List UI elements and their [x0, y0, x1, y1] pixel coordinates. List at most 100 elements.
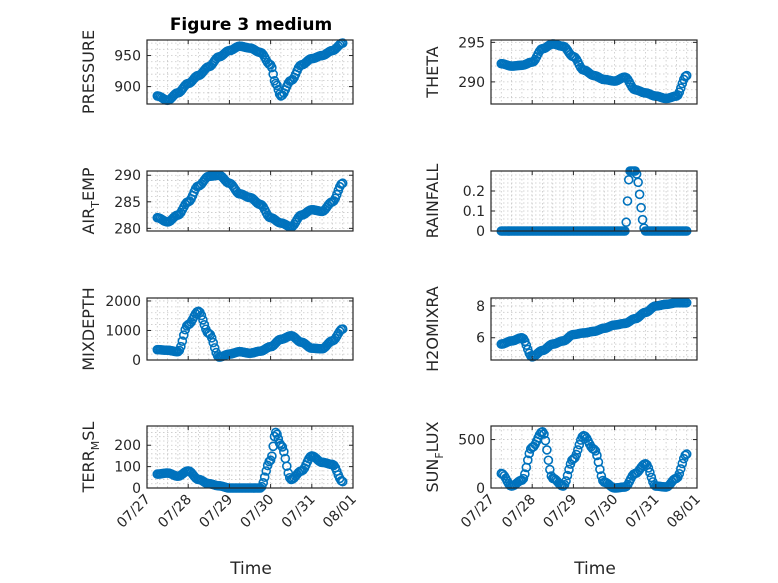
x-tick-label: 08/01 — [664, 492, 704, 532]
data-point — [287, 74, 298, 85]
data-point — [564, 464, 574, 475]
y-axis-label-0: PRESSURE — [79, 30, 98, 114]
data-point — [681, 297, 692, 308]
data-point — [590, 446, 601, 456]
data-point — [623, 174, 634, 185]
y-tick-label: 900 — [114, 80, 141, 96]
data-point — [681, 70, 692, 81]
data-point — [332, 189, 342, 200]
y-axis-label-7: SUNFLUX — [423, 421, 446, 492]
data-point — [645, 467, 655, 478]
data-point — [634, 189, 645, 200]
data-point — [259, 472, 270, 483]
y-axis-label-2: AIRTEMP — [79, 167, 102, 234]
data-point — [595, 464, 605, 475]
data-point — [674, 87, 685, 98]
y-tick-label: 0 — [476, 481, 485, 497]
y-tick-label: 0 — [132, 481, 141, 497]
x-tick-label: 07/28 — [155, 492, 195, 532]
y-axis-label-5: H2OMIXRA — [423, 286, 442, 372]
data-point — [633, 177, 643, 188]
plot-frame — [146, 170, 354, 232]
y-axis-label-3: RAINFALL — [423, 164, 442, 239]
data-point — [258, 477, 269, 488]
data-point — [674, 468, 685, 479]
subplot-pressure: 900 950 PRESSURE — [79, 30, 354, 114]
data-point — [636, 202, 646, 213]
y-tick-label: 295 — [458, 35, 485, 51]
y-tick-label: 0 — [132, 353, 141, 369]
data-point — [337, 324, 348, 334]
data-point — [543, 455, 554, 466]
plot-frame — [146, 425, 354, 489]
y-tick-label: 285 — [114, 195, 141, 211]
data-point — [542, 445, 552, 455]
y-tick-label: 2000 — [105, 294, 141, 310]
y-tick-label: 200 — [114, 438, 141, 454]
x-tick-label: 07/30 — [582, 492, 622, 532]
data-point — [540, 435, 551, 446]
plot-frame — [490, 39, 698, 105]
data-point — [277, 90, 288, 100]
data-point — [676, 464, 686, 474]
data-point — [184, 196, 195, 206]
data-point — [534, 429, 545, 440]
y-tick-label: 1000 — [105, 323, 141, 339]
data-point — [539, 429, 549, 439]
subplot-h2omixra: 6 8 H2OMIXRA — [423, 286, 698, 372]
plot-frame — [490, 170, 698, 232]
subplot-air-temp: 280 285 290 AIRTEMP — [79, 167, 354, 237]
data-point — [176, 341, 186, 352]
data-point — [571, 449, 582, 460]
data-point — [562, 470, 573, 481]
data-point — [337, 476, 348, 487]
y-tick-label: 6 — [476, 331, 485, 347]
data-point — [520, 469, 530, 479]
data-point — [208, 337, 219, 348]
x-tick-label: 07/28 — [499, 492, 539, 532]
data-point — [561, 476, 571, 486]
data-point — [261, 466, 271, 476]
data-point — [209, 343, 220, 353]
x-tick-label: 07/27 — [458, 492, 498, 532]
x-tick-label: 07/31 — [623, 492, 663, 532]
y-tick-label: 8 — [476, 299, 485, 315]
data-point — [198, 315, 208, 325]
data-point — [272, 429, 282, 440]
y-axis-label-4: MIXDEPTH — [79, 287, 98, 370]
data-point — [265, 455, 276, 466]
data-point — [681, 449, 692, 459]
y-tick-label: 0.2 — [463, 184, 485, 200]
data-point — [277, 442, 288, 452]
data-point — [558, 481, 568, 491]
y-tick-label: 0.1 — [463, 204, 485, 220]
y-tick-label: 280 — [114, 221, 141, 237]
data-point — [676, 83, 686, 93]
data-point — [268, 69, 278, 79]
data-point — [264, 456, 274, 467]
data-point — [622, 196, 633, 206]
subplot-terr-msl: 0 100 200 07/27 07/28 07/29 07/30 07/31 08/01 TER… — [79, 422, 360, 532]
data-point — [178, 330, 189, 340]
data-point — [643, 463, 654, 473]
data-point — [521, 340, 532, 350]
data-point — [267, 451, 277, 461]
x-tick-label: 08/01 — [320, 492, 360, 532]
data-point — [573, 445, 583, 455]
y-tick-label: 290 — [458, 75, 485, 91]
data-point — [206, 333, 217, 343]
x-tick-label: 07/27 — [114, 492, 154, 532]
figure-title: Figure 3 medium — [170, 15, 332, 35]
x-axis-label-right: Time — [573, 559, 616, 579]
data-point — [281, 461, 292, 471]
data-point — [337, 38, 348, 48]
data-point — [173, 346, 183, 357]
subplot-sun-flux: 0 500 07/27 07/28 07/29 07/30 07/31 08/01 SUNFLU… — [423, 421, 704, 531]
x-tick-label: 07/29 — [196, 492, 236, 532]
subplot-rainfall: 0 0.1 0.2 RAINFALL — [423, 164, 698, 240]
data-point — [196, 310, 207, 321]
data-point — [279, 446, 289, 457]
plot-frame — [490, 297, 698, 361]
y-axis-label-6: TERRMSL — [79, 422, 102, 494]
